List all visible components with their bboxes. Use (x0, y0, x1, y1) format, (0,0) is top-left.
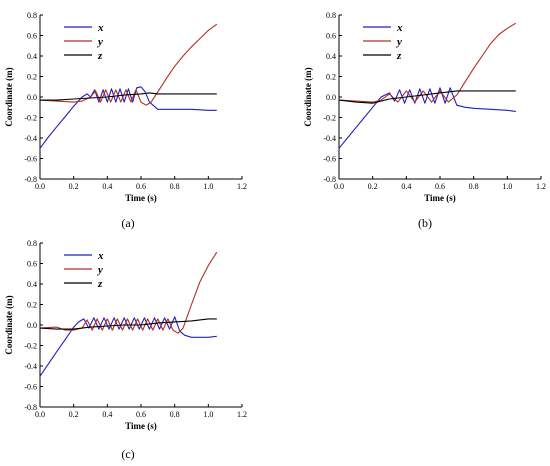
y-tick-label: -0.6 (24, 155, 37, 164)
x-axis-label: Time (s) (424, 193, 456, 203)
y-tick-label: 0.4 (326, 52, 336, 61)
x-tick-label: 1.2 (536, 182, 546, 191)
x-tick-label: 0.6 (136, 182, 146, 191)
y-tick-label: -0.2 (24, 114, 37, 123)
x-tick-label: 0.6 (136, 410, 146, 419)
series-line-z (338, 90, 516, 104)
legend-label-z: z (97, 50, 103, 62)
series-line-y (39, 251, 218, 334)
x-tick-label: 0.6 (435, 182, 445, 191)
legend-label-x: x (97, 22, 104, 34)
x-tick-label: 0.0 (35, 410, 45, 419)
x-tick-label: 0.2 (69, 182, 79, 191)
y-tick-label: 0.2 (326, 73, 336, 82)
chart-panel-1: 0.0 0.2 0.4 0.6 0.8 1.0 1.2 -0.8 -0.6 -0.4 -0.2 0.0… (4, 11, 247, 230)
y-axis-label: Coordinate (m) (4, 295, 14, 354)
x-tick-label: 0.8 (170, 410, 180, 419)
y-tick-label: -0.6 (24, 383, 37, 392)
x-axis-label: Time (s) (125, 193, 157, 203)
x-tick-label: 0.2 (69, 410, 79, 419)
series-line-y (338, 22, 517, 103)
x-tick-label: 0.8 (170, 182, 180, 191)
y-tick-label: -0.2 (24, 342, 37, 351)
series-line-z (39, 318, 217, 330)
x-tick-label: 1.2 (237, 410, 247, 419)
legend-label-x: x (97, 250, 104, 262)
x-tick-label: 1.0 (502, 182, 512, 191)
x-tick-label: 0.0 (334, 182, 344, 191)
y-tick-label: 0.8 (27, 11, 37, 20)
y-tick-label: -0.8 (24, 403, 37, 412)
x-tick-label: 0.4 (102, 410, 112, 419)
y-tick-label: 0.4 (27, 52, 37, 61)
chart-panel-3: 0.0 0.2 0.4 0.6 0.8 1.0 1.2 -0.8 -0.6 -0.4 -0.2 0.0… (4, 239, 247, 461)
x-axis-label: Time (s) (125, 421, 157, 431)
legend-label-z: z (97, 278, 103, 290)
y-axis-label: Coordinate (m) (303, 67, 313, 126)
y-tick-label: -0.4 (323, 134, 336, 143)
y-tick-label: 0.4 (27, 280, 37, 289)
series-line-z (40, 92, 217, 101)
legend-label-y: y (96, 264, 103, 276)
y-tick-label: 0.0 (27, 93, 37, 102)
y-tick-label: 0.0 (326, 93, 336, 102)
panel-label: (a) (121, 216, 134, 230)
x-tick-label: 1.2 (237, 182, 247, 191)
x-tick-label: 0.8 (469, 182, 479, 191)
x-tick-label: 1.0 (203, 182, 213, 191)
y-tick-label: -0.2 (323, 114, 336, 123)
y-tick-label: -0.4 (24, 362, 37, 371)
series-line-x (39, 316, 217, 377)
chart-panel-2: 0.0 0.2 0.4 0.6 0.8 1.0 1.2 -0.8 -0.6 -0.4 -0.2 0.0… (303, 11, 546, 230)
y-tick-label: -0.8 (24, 175, 37, 184)
y-tick-label: -0.8 (323, 175, 336, 184)
x-tick-label: 0.4 (102, 182, 112, 191)
y-tick-label: 0.6 (326, 32, 336, 41)
y-tick-label: 0.2 (27, 73, 37, 82)
x-tick-label: 0.2 (368, 182, 378, 191)
y-tick-label: 0.8 (27, 239, 37, 248)
panel-label: (b) (418, 216, 432, 230)
y-tick-label: 0.6 (27, 260, 37, 269)
y-tick-label: 0.2 (27, 301, 37, 310)
y-tick-label: -0.6 (323, 155, 336, 164)
panel-label: (c) (121, 447, 134, 461)
y-tick-label: 0.8 (326, 11, 336, 20)
y-tick-label: 0.0 (27, 321, 37, 330)
legend-label-x: x (396, 22, 403, 34)
legend-label-y: y (395, 36, 402, 48)
y-axis-label: Coordinate (m) (4, 67, 14, 126)
x-tick-label: 0.4 (401, 182, 411, 191)
legend-label-z: z (396, 50, 402, 62)
y-tick-label: -0.4 (24, 134, 37, 143)
x-tick-label: 1.0 (203, 410, 213, 419)
series-line-y (39, 23, 218, 106)
series-line-x (338, 87, 516, 149)
legend-label-y: y (96, 36, 103, 48)
y-tick-label: 0.6 (27, 32, 37, 41)
series-line-x (39, 86, 217, 149)
x-tick-label: 0.0 (35, 182, 45, 191)
